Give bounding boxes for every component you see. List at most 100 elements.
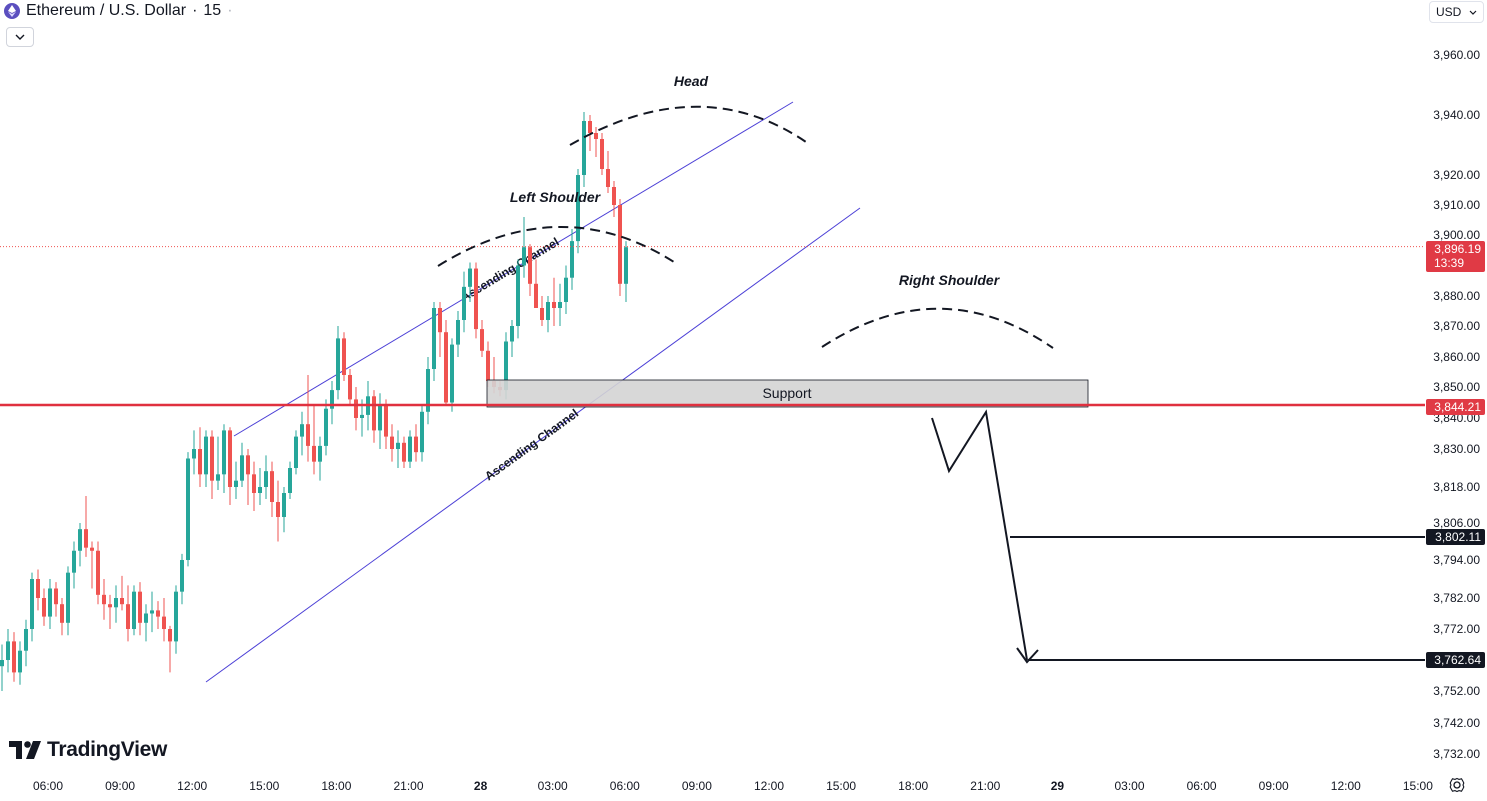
- candle-body: [114, 598, 118, 608]
- candle-body: [390, 436, 394, 449]
- candle-body: [132, 591, 136, 629]
- candle: [456, 311, 460, 357]
- support-price-tag-text: 3,844.21: [1434, 400, 1481, 414]
- price-tick-label: 3,772.00: [1433, 622, 1480, 636]
- candle-body: [252, 474, 256, 493]
- candle: [216, 436, 220, 490]
- candle-body: [438, 308, 442, 333]
- candle: [546, 296, 550, 333]
- target-price-tag-2-text: 3,762.64: [1434, 653, 1481, 667]
- time-tick-label: 29: [1051, 779, 1065, 793]
- candle: [198, 427, 202, 487]
- candle-body: [264, 471, 268, 487]
- candle-body: [618, 205, 622, 284]
- channel-upper-label: Ascending Channel: [458, 235, 561, 305]
- candle: [420, 405, 424, 462]
- candle-body: [60, 604, 64, 623]
- candle-body: [234, 480, 238, 487]
- candle-body: [66, 572, 70, 623]
- price-tick-label: 3,900.00: [1433, 228, 1480, 242]
- candle-body: [462, 286, 466, 320]
- candle-body: [360, 414, 364, 418]
- candle-body: [486, 350, 490, 381]
- price-tick-label: 3,732.00: [1433, 747, 1480, 761]
- collapse-legend-button[interactable]: [6, 27, 34, 47]
- candle-body: [300, 424, 304, 437]
- price-tick-label: 3,794.00: [1433, 553, 1480, 567]
- target-price-tag-1: 3,802.11: [1426, 529, 1485, 545]
- chevron-down-icon: [15, 34, 25, 40]
- symbol-name[interactable]: Ethereum / U.S. Dollar: [26, 2, 187, 19]
- candle: [624, 241, 628, 302]
- candle: [588, 115, 592, 151]
- price-tick-label: 3,880.00: [1433, 289, 1480, 303]
- candle: [462, 271, 466, 333]
- time-tick-label: 18:00: [321, 779, 351, 793]
- candle: [522, 217, 526, 278]
- candle: [264, 455, 268, 499]
- candle: [246, 449, 250, 505]
- candle-body: [354, 399, 358, 418]
- interval-label[interactable]: 15: [203, 2, 222, 19]
- candle: [390, 424, 394, 462]
- candle: [276, 480, 280, 542]
- currency-selector[interactable]: USD: [1429, 1, 1484, 23]
- candle: [330, 381, 334, 425]
- header-separator-2: ·: [227, 2, 233, 19]
- candle: [150, 591, 154, 633]
- candle: [348, 369, 352, 406]
- candle: [186, 452, 190, 567]
- candle: [282, 487, 286, 533]
- candle: [612, 181, 616, 217]
- candle-body: [156, 610, 160, 617]
- price-tick-label: 3,818.00: [1433, 480, 1480, 494]
- candle-body: [450, 344, 454, 403]
- candle: [312, 405, 316, 475]
- candle: [618, 199, 622, 296]
- tradingview-logo[interactable]: TradingView: [9, 738, 167, 762]
- candle: [168, 625, 172, 673]
- candle: [132, 585, 136, 636]
- candle-body: [240, 455, 244, 481]
- candle-body: [138, 591, 142, 623]
- time-tick-label: 15:00: [826, 779, 856, 793]
- candle: [24, 619, 28, 667]
- candle-body: [426, 369, 430, 412]
- candle-body: [204, 436, 208, 475]
- candle-body: [18, 650, 22, 673]
- left-shoulder-label: Left Shoulder: [510, 189, 602, 205]
- candle: [582, 112, 586, 187]
- candle: [408, 430, 412, 468]
- candle: [450, 338, 454, 412]
- price-tick-label: 3,806.00: [1433, 516, 1480, 530]
- head-label: Head: [674, 73, 709, 89]
- candle: [384, 399, 388, 449]
- candle-body: [72, 550, 76, 573]
- chart-settings-button[interactable]: [1448, 776, 1466, 794]
- candle: [174, 585, 178, 654]
- candle: [252, 461, 256, 511]
- candle-body: [198, 449, 202, 475]
- drawings: Support Head Left Shoulder Right Shoulder: [0, 73, 1425, 664]
- time-tick-label: 15:00: [249, 779, 279, 793]
- current-price-tag-bg: [1426, 241, 1485, 272]
- candle: [54, 582, 58, 617]
- candle-body: [522, 247, 526, 266]
- time-tick-label: 06:00: [1187, 779, 1217, 793]
- price-tick-label: 3,742.00: [1433, 716, 1480, 730]
- candle-body: [192, 449, 196, 459]
- candle: [48, 579, 52, 629]
- candle: [336, 326, 340, 400]
- time-tick-label: 12:00: [754, 779, 784, 793]
- support-price-tag-bg: [1426, 399, 1485, 415]
- candle-body: [102, 594, 106, 605]
- candle: [600, 133, 604, 175]
- candle-body: [168, 629, 172, 642]
- candle-body: [276, 502, 280, 517]
- right-shoulder-arc: [821, 307, 1054, 349]
- countdown-text: 13:39: [1434, 256, 1464, 270]
- right-shoulder-label: Right Shoulder: [899, 272, 1001, 288]
- candle-body: [108, 604, 112, 608]
